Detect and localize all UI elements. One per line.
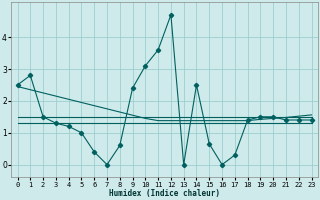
X-axis label: Humidex (Indice chaleur): Humidex (Indice chaleur): [109, 189, 220, 198]
